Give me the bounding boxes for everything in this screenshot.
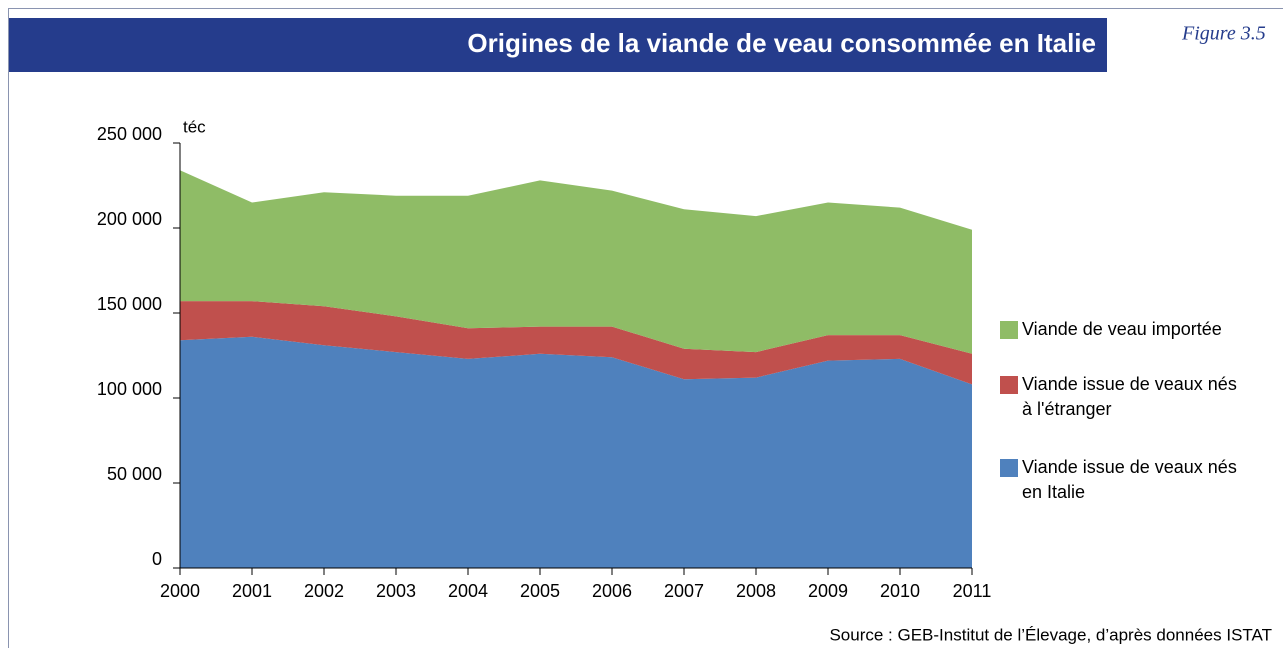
- y-tick-label: 100 000: [97, 379, 162, 399]
- x-tick-label: 2010: [880, 581, 920, 601]
- legend-label: Viande issue de veaux nés en Italie: [1022, 457, 1237, 502]
- x-tick-label: 2005: [520, 581, 560, 601]
- area: [180, 170, 972, 354]
- x-tick-label: 2008: [736, 581, 776, 601]
- source: Source : GEB-Institut de l’Élevage, d’ap…: [829, 625, 1272, 644]
- title-bar: [9, 18, 1107, 72]
- area: [180, 336, 972, 568]
- x-tick-label: 2007: [664, 581, 704, 601]
- x-tick-label: 2000: [160, 581, 200, 601]
- x-tick-label: 2009: [808, 581, 848, 601]
- x-tick-label: 2002: [304, 581, 344, 601]
- legend-swatch: [1000, 459, 1018, 477]
- y-tick-label: 250 000: [97, 124, 162, 144]
- y-tick-label: 50 000: [107, 464, 162, 484]
- legend-swatch: [1000, 376, 1018, 394]
- legend-item: Viande issue de veaux nés en Italie: [1000, 455, 1237, 505]
- area: [180, 301, 972, 385]
- x-tick-label: 2003: [376, 581, 416, 601]
- y-unit: téc: [183, 117, 206, 136]
- legend-item: Viande issue de veaux nés à l'étranger: [1000, 372, 1237, 422]
- legend-label: Viande de veau importée: [1022, 319, 1222, 339]
- x-tick-label: 2011: [953, 581, 992, 601]
- x-tick-label: 2001: [232, 581, 272, 601]
- x-tick-label: 2006: [592, 581, 632, 601]
- legend-swatch: [1000, 321, 1018, 339]
- figure-label: Figure 3.5: [1181, 23, 1266, 45]
- chart-title: Origines de la viande de veau consommée …: [467, 28, 1096, 58]
- y-tick-label: 200 000: [97, 209, 162, 229]
- y-tick-label: 150 000: [97, 294, 162, 314]
- legend-label: Viande issue de veaux nés à l'étranger: [1022, 374, 1237, 419]
- x-tick-label: 2004: [448, 581, 488, 601]
- legend-item: Viande de veau importée: [1000, 317, 1262, 342]
- frame: [8, 8, 1283, 648]
- y-tick-label: 0: [152, 549, 162, 569]
